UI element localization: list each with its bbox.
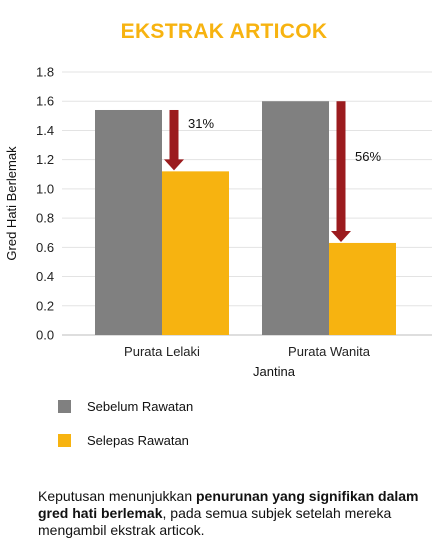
y-tick-label: 0.2 <box>36 298 54 313</box>
y-tick-label: 1.6 <box>36 94 54 109</box>
reduction-arrow-shaft <box>169 109 179 161</box>
bar-before-wanita <box>262 101 329 335</box>
x-tick-label: Purata Lelaki <box>124 344 200 359</box>
reduction-percent-label: 31% <box>188 116 214 131</box>
reduction-percent-label: 56% <box>355 149 381 164</box>
y-tick-label: 1.4 <box>36 123 54 138</box>
legend-item-before: Sebelum Rawatan <box>58 396 193 416</box>
legend-swatch-after <box>58 433 71 447</box>
legend-label-before: Sebelum Rawatan <box>87 398 194 414</box>
bar-after-wanita <box>329 242 396 335</box>
conclusion-part-2: , pada semua subjek setelah mereka menga… <box>38 505 392 538</box>
conclusion-text: Keputusan menunjukkan penurunan yang sig… <box>38 488 443 539</box>
legend-item-after: Selepas Rawatan <box>58 430 193 450</box>
y-tick-label: 0.6 <box>36 240 54 255</box>
y-tick-label: 1.0 <box>36 181 54 196</box>
y-tick-label: 0.8 <box>36 211 54 226</box>
x-tick-label: Purata Wanita <box>288 344 371 359</box>
reduction-arrow-head <box>164 159 184 171</box>
conclusion-part-1: Keputusan menunjukkan <box>38 488 196 504</box>
reduction-arrow-head <box>331 230 351 242</box>
reduction-arrow-shaft <box>336 101 346 232</box>
chart-title: EKSTRAK ARTICOK <box>120 20 328 43</box>
x-axis-label: Jantina <box>253 364 296 379</box>
y-tick-label: 1.8 <box>36 65 54 80</box>
y-tick-label: 0.4 <box>36 269 54 284</box>
legend-swatch-before <box>58 399 71 413</box>
chart-area: 0.0 0.2 0.4 0.6 0.8 1.0 1.2 1.4 1.6 1.8 Gred Hati … <box>4 65 432 379</box>
bar-before-lelaki <box>95 109 162 335</box>
legend: Sebelum Rawatan Selepas Rawatan <box>58 396 193 464</box>
bar-after-lelaki <box>162 171 229 335</box>
conclusion-highlight: penurunan yang signifikan dalam gred hat… <box>38 488 419 521</box>
legend-label-after: Selepas Rawatan <box>87 432 189 448</box>
y-tick-label: 1.2 <box>36 152 54 167</box>
y-axis-label: Gred Hati Berlemak <box>4 146 19 261</box>
y-tick-label: 0.0 <box>36 328 54 343</box>
